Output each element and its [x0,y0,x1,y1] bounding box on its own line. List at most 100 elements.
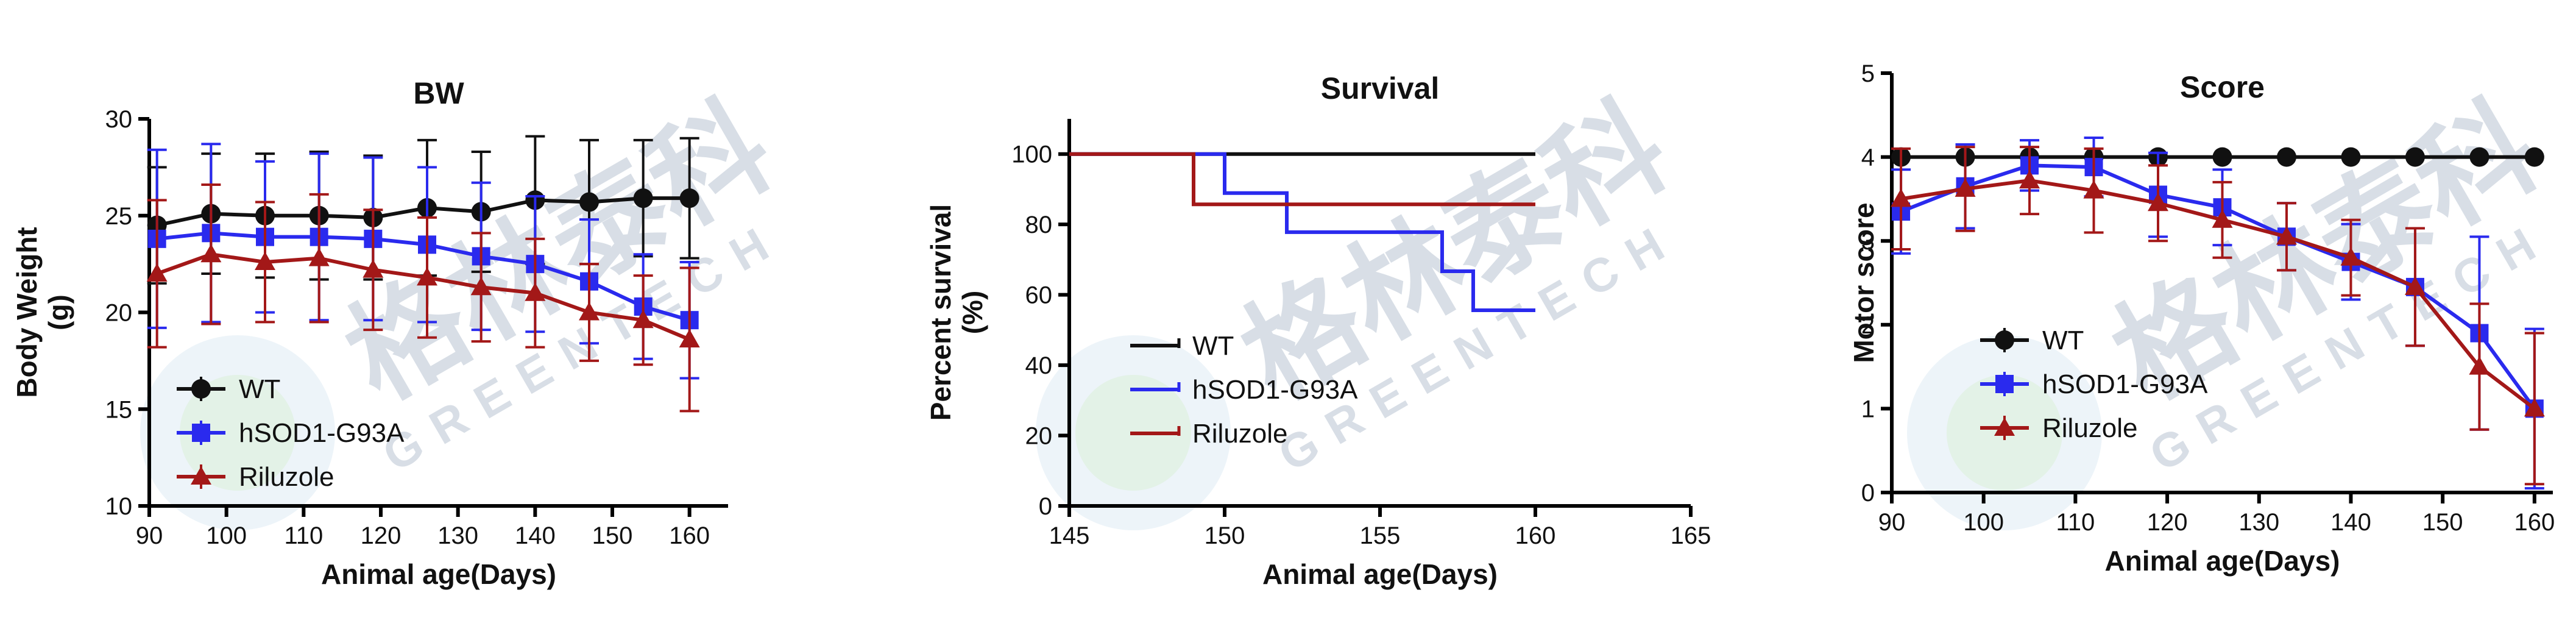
panel-survival: Survival 145 150 155 160 165 0 20 40 60 80 100 Anima… [925,71,1711,590]
data-point [679,188,699,208]
data-point [2524,398,2545,417]
survival-step-line [1069,152,1535,207]
y-tick-label: 20 [1025,423,1053,450]
panel-score: Score 90 100 110 120 130 140 150 160 0 1 2 3 4 5 Animal… [1848,60,2555,577]
data-point [200,244,222,263]
x-axis-title: Animal age(Days) [1262,558,1498,590]
series-riluzole [1891,146,2545,486]
legend-label: Riluzole [239,462,334,492]
x-axis-title: Animal age(Days) [321,558,556,590]
y-tick-label: 80 [1025,212,1053,238]
data-point [2148,193,2169,212]
legend-label: WT [1192,331,1234,361]
x-tick-label: 130 [2238,509,2279,536]
data-point [2276,147,2296,167]
y-tick-label: 0 [1861,480,1875,507]
legend-label: hSOD1-G93A [239,418,405,448]
y-tick-label: 4 [1861,144,1875,171]
y-tick-label: 40 [1025,352,1053,379]
legend-label: WT [2042,325,2084,355]
panel-bw: BW 90 100 110 120 130 140 150 160 10 15 20 25 30 Anima… [11,76,728,590]
x-tick-label: 120 [361,522,402,549]
legend-swatch-marker [192,424,210,442]
chart-title: Score [2180,70,2265,104]
x-tick-label: 150 [2422,509,2463,536]
data-point [2083,180,2104,199]
data-point [633,188,653,208]
legend-item: Riluzole [177,462,334,492]
y-tick-label: 2 [1861,312,1875,339]
legend-item: WT [1130,331,1234,361]
x-tick-label: 140 [515,522,556,549]
data-point [525,282,546,301]
y-tick-label: 25 [105,203,133,230]
legend-label: hSOD1-G93A [2042,369,2208,399]
data-point [2469,147,2489,167]
data-point [255,251,275,270]
x-tick-label: 140 [2330,509,2371,536]
legend: WT hSOD1-G93A Riluzole [1130,331,1358,449]
legend-label: Riluzole [1192,419,1288,449]
x-tick-label: 90 [1878,509,1906,536]
data-point [2019,170,2040,189]
data-point [1891,188,1912,207]
data-point [2469,356,2490,375]
y-tick-label: 15 [105,396,133,423]
legend-item: WT [1980,325,2084,355]
x-tick-label: 165 [1671,522,1711,549]
x-tick-label: 100 [1963,509,2004,536]
series-hsod1-g93a [1069,152,1535,313]
data-point [2212,209,2233,228]
x-tick-label: 160 [2514,509,2555,536]
y-axis-title: Motor score [1848,202,1880,363]
y-axis-title: Percent survival [925,204,957,421]
data-point [679,329,700,347]
y-axis-unit: (g) [43,294,74,330]
legend-item: hSOD1-G93A [1130,375,1358,405]
y-tick-label: 60 [1025,282,1053,309]
legend-swatch-marker [191,466,211,485]
data-point [2404,276,2426,295]
legend: WT hSOD1-G93A Riluzole [177,374,405,492]
data-point [363,259,384,278]
x-axis-title: Animal age(Days) [2104,545,2340,577]
legend-item: Riluzole [1130,419,1288,449]
y-tick-label: 20 [105,300,133,327]
series-riluzole [146,183,700,413]
y-tick-label: 3 [1861,228,1875,255]
legend-swatch-marker [191,379,211,399]
y-tick-label: 0 [1039,493,1052,520]
legend-label: hSOD1-G93A [1192,375,1358,405]
data-point [470,277,492,296]
data-point [579,302,600,321]
legend-label: WT [239,374,280,404]
legend-item: Riluzole [1980,413,2138,443]
watermark-logo-inner [180,375,295,491]
y-axis-title: Body Weight [11,227,43,397]
data-point [579,192,599,212]
x-tick-label: 100 [206,522,247,549]
survival-step-line [1069,152,1535,313]
legend-label: Riluzole [2042,413,2138,443]
y-tick-label: 100 [1011,141,1052,168]
x-tick-label: 130 [437,522,478,549]
legend-item: hSOD1-G93A [1980,369,2208,399]
x-tick-label: 150 [592,522,633,549]
legend-swatch-marker [1995,330,2014,350]
x-tick-label: 155 [1360,522,1401,549]
y-tick-label: 30 [105,106,133,133]
data-point [2524,147,2544,167]
legend-item: hSOD1-G93A [177,418,405,448]
data-point [2212,147,2232,167]
data-point [2276,226,2297,245]
x-tick-label: 160 [669,522,710,549]
x-tick-label: 145 [1049,522,1090,549]
chart-title: Survival [1321,71,1440,105]
y-tick-label: 1 [1861,396,1875,422]
data-point [308,247,330,266]
data-point [146,263,168,282]
